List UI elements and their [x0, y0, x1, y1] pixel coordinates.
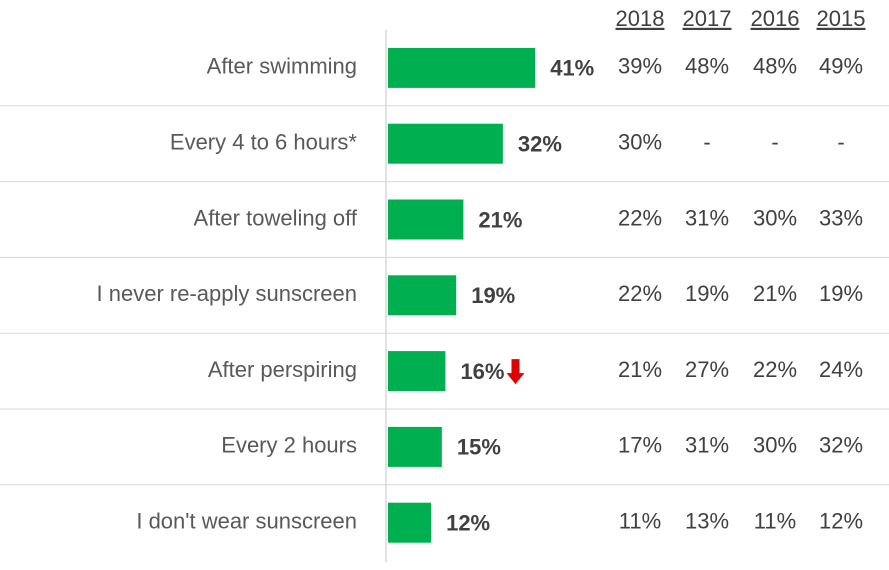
bar [388, 47, 536, 88]
table-cell: 22% [753, 357, 797, 382]
table-cell: 48% [685, 54, 729, 79]
table-cell: 12% [819, 509, 863, 534]
category-label: I don't wear sunscreen [136, 509, 357, 534]
table-cell: 21% [753, 281, 797, 306]
table-cell: 27% [685, 357, 729, 382]
table-cell: - [703, 130, 710, 155]
column-header: 2015 [817, 6, 866, 31]
table-cell: 13% [685, 509, 729, 534]
category-label: Every 4 to 6 hours* [170, 130, 358, 155]
value-label: 19% [471, 283, 515, 308]
bar [388, 502, 432, 543]
table-cell: 31% [685, 205, 729, 230]
bar [388, 426, 442, 467]
column-header: 2016 [751, 6, 800, 31]
table-cell: 11% [754, 509, 796, 534]
table-cell: 22% [618, 281, 662, 306]
down-arrow [506, 359, 525, 385]
table-cell: 33% [819, 205, 863, 230]
table-cell: 19% [819, 281, 863, 306]
table-cell: 30% [753, 205, 797, 230]
category-label: After swimming [207, 54, 357, 79]
column-header: 2018 [616, 6, 665, 31]
category-label: After perspiring [208, 357, 357, 382]
value-label: 21% [478, 207, 522, 232]
category-label: I never re-apply sunscreen [97, 281, 357, 306]
value-label: 15% [457, 435, 501, 460]
table-cell: 30% [618, 130, 662, 155]
value-label: 32% [518, 132, 562, 157]
table-cell: 49% [819, 54, 863, 79]
table-cell: - [837, 130, 844, 155]
table-cell: - [771, 130, 778, 155]
value-label: 16% [460, 359, 504, 384]
table-cell: 30% [753, 433, 797, 458]
bar [388, 199, 464, 240]
table-cell: 31% [685, 433, 729, 458]
bar [388, 123, 503, 164]
table-cell: 19% [685, 281, 729, 306]
table-cell: 22% [618, 205, 662, 230]
category-label: After toweling off [194, 205, 358, 230]
bar [388, 351, 446, 392]
bar [388, 275, 457, 316]
table-cell: 11% [619, 509, 661, 534]
table-cell: 24% [819, 357, 863, 382]
table-cell: 48% [753, 54, 797, 79]
value-label: 41% [550, 56, 594, 81]
value-label: 12% [446, 511, 490, 536]
table-cell: 17% [618, 433, 662, 458]
table-cell: 39% [618, 54, 662, 79]
column-header: 2017 [683, 6, 732, 31]
table-cell: 32% [819, 433, 863, 458]
table-cell: 21% [618, 357, 662, 382]
category-label: Every 2 hours [221, 433, 357, 458]
